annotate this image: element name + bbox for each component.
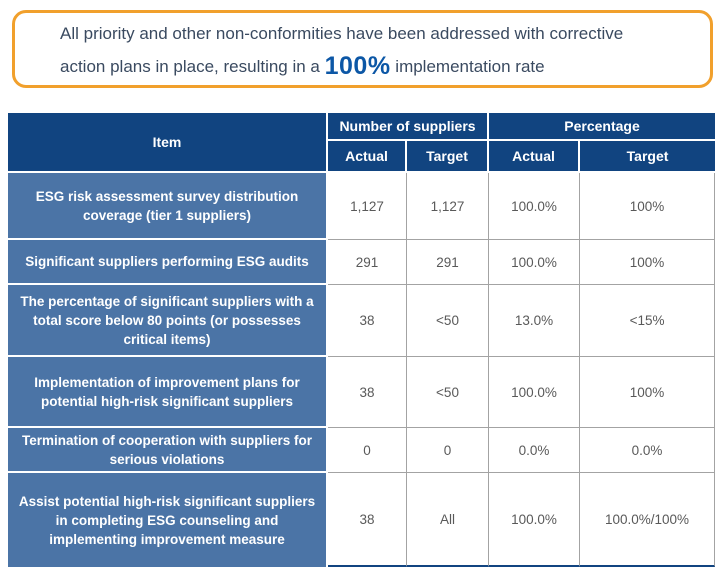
header-group-number-of-suppliers: Number of suppliers xyxy=(328,113,490,141)
item-cell: Implementation of improvement plans for … xyxy=(8,357,328,428)
num-actual-cell: 38 xyxy=(328,285,407,357)
num-target-cell: <50 xyxy=(407,357,490,428)
pct-actual-cell: 100.0% xyxy=(489,357,581,428)
item-cell: Significant suppliers performing ESG aud… xyxy=(8,240,328,285)
header-group-percentage: Percentage xyxy=(489,113,716,141)
table-row: Implementation of improvement plans for … xyxy=(8,357,716,428)
pct-actual-cell: 100.0% xyxy=(489,240,581,285)
num-actual-cell: 38 xyxy=(328,357,407,428)
table-row: Significant suppliers performing ESG aud… xyxy=(8,240,716,285)
item-cell: ESG risk assessment survey distribution … xyxy=(8,173,328,240)
pct-target-cell: 100% xyxy=(580,240,716,285)
header-item: Item xyxy=(8,113,328,173)
header-suppliers-target: Target xyxy=(407,141,490,173)
num-actual-cell: 291 xyxy=(328,240,407,285)
pct-actual-cell: 100.0% xyxy=(489,473,581,567)
pct-actual-cell: 0.0% xyxy=(489,428,581,473)
table-header: Item Number of suppliers Percentage Actu… xyxy=(8,113,716,173)
summary-banner: All priority and other non-conformities … xyxy=(12,10,713,88)
banner-highlight-value: 100% xyxy=(324,52,391,80)
pct-target-cell: 100.0%/100% xyxy=(580,473,716,567)
item-cell: Assist potential high-risk significant s… xyxy=(8,473,328,567)
item-cell: The percentage of significant suppliers … xyxy=(8,285,328,357)
num-actual-cell: 0 xyxy=(328,428,407,473)
header-suppliers-actual: Actual xyxy=(328,141,407,173)
table-row: Assist potential high-risk significant s… xyxy=(8,473,716,567)
banner-line2-after: implementation rate xyxy=(390,57,545,76)
pct-actual-cell: 13.0% xyxy=(489,285,581,357)
pct-target-cell: <15% xyxy=(580,285,716,357)
table-row: The percentage of significant suppliers … xyxy=(8,285,716,357)
pct-actual-cell: 100.0% xyxy=(489,173,581,240)
num-target-cell: 0 xyxy=(407,428,490,473)
table-row: ESG risk assessment survey distribution … xyxy=(8,173,716,240)
pct-target-cell: 100% xyxy=(580,357,716,428)
header-percentage-target: Target xyxy=(580,141,716,173)
summary-banner-text: All priority and other non-conformities … xyxy=(60,18,692,83)
item-cell: Termination of cooperation with supplier… xyxy=(8,428,328,473)
num-actual-cell: 38 xyxy=(328,473,407,567)
num-actual-cell: 1,127 xyxy=(328,173,407,240)
pct-target-cell: 0.0% xyxy=(580,428,716,473)
num-target-cell: <50 xyxy=(407,285,490,357)
banner-line2-before: action plans in place, resulting in a xyxy=(60,57,325,76)
header-percentage-actual: Actual xyxy=(489,141,581,173)
num-target-cell: 1,127 xyxy=(407,173,490,240)
pct-target-cell: 100% xyxy=(580,173,716,240)
banner-line1: All priority and other non-conformities … xyxy=(60,24,624,43)
num-target-cell: 291 xyxy=(407,240,490,285)
table-row: Termination of cooperation with supplier… xyxy=(8,428,716,473)
num-target-cell: All xyxy=(407,473,490,567)
suppliers-esg-table: Item Number of suppliers Percentage Actu… xyxy=(8,113,716,567)
